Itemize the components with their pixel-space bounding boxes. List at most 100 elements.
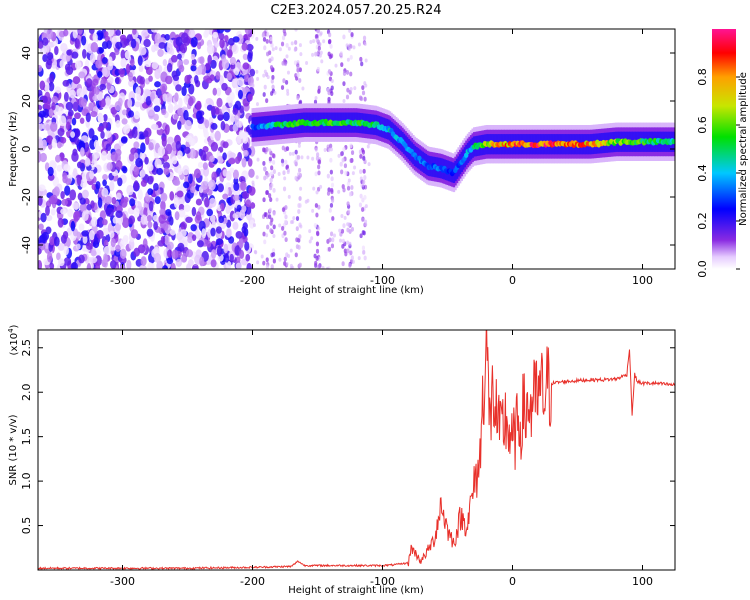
spectrogram-cell <box>671 138 675 145</box>
spectrogram-cell <box>210 227 216 237</box>
spectrogram-cell <box>126 259 132 269</box>
spectrogram-cell <box>291 151 295 156</box>
spectrogram-cell <box>158 42 166 49</box>
spectrogram-cell <box>218 32 225 41</box>
spectrogram-cell <box>56 141 62 149</box>
spectrogram-cell <box>93 86 100 96</box>
spectrogram-cell <box>137 215 142 222</box>
spectrogram-cell <box>233 194 240 201</box>
spectrogram-cell <box>265 147 269 152</box>
spectrogram-cell <box>363 255 367 261</box>
spectrogram-cell <box>164 33 171 41</box>
spectrogram-cell <box>144 156 149 165</box>
spectrogram-cell <box>72 29 78 39</box>
spectrogram-cell <box>216 245 223 257</box>
spectrogram-cell <box>281 162 285 167</box>
spectrogram-cell <box>56 252 61 261</box>
spectrogram-cell <box>295 216 300 221</box>
spectrogram-cell <box>207 54 212 65</box>
spectrogram-cell <box>89 256 98 264</box>
spectrogram-cell <box>327 90 331 96</box>
spectrogram-cell <box>188 173 193 184</box>
spectrogram-cell <box>100 130 105 140</box>
spectrogram-cell <box>236 135 242 145</box>
spectrogram-cell <box>294 252 298 258</box>
spectrogram-cell <box>316 152 320 158</box>
spectrogram-cell <box>161 136 167 147</box>
colorbar-tick-label: 0.4 <box>696 164 709 182</box>
spectrogram-cell <box>209 155 215 163</box>
spectrogram-cell <box>340 214 344 219</box>
snr-series-line <box>38 330 675 570</box>
spectrogram-cell <box>330 79 334 84</box>
spectrogram-cell <box>210 122 218 130</box>
spectrogram-cell <box>224 253 230 263</box>
spectrogram-cell <box>232 221 239 230</box>
spectrogram-cell <box>196 240 204 248</box>
spectrogram-cell <box>314 260 318 266</box>
spectrogram-cell <box>311 156 315 161</box>
spectrogram-cell <box>234 100 242 111</box>
spectrogram-cell <box>42 37 49 46</box>
spectrogram-cell <box>171 156 178 165</box>
spectrogram-cell <box>341 157 345 163</box>
spectrogram-cell <box>329 202 334 208</box>
spectrogram-cell <box>109 230 115 239</box>
spectrogram-cell <box>262 37 267 42</box>
spectrogram-cell <box>235 256 241 265</box>
spectrogram-cell <box>346 185 351 191</box>
snr-x-ticks: -300 -200 -100 0 100 <box>110 330 653 588</box>
spectrogram-cell <box>263 239 267 245</box>
spectrogram-cell <box>70 262 78 269</box>
spectrogram-cell <box>85 112 91 123</box>
spectrogram-cell <box>226 49 233 59</box>
spectrogram-cell <box>315 248 320 254</box>
spectrogram-cell <box>38 122 44 131</box>
spectrogram-cell <box>234 77 239 89</box>
spectrogram-cell <box>114 222 122 232</box>
spectrogram-cell <box>153 183 159 191</box>
spectrogram-cell <box>262 260 266 266</box>
spectrogram-cell <box>151 123 159 130</box>
spectrogram-cell <box>248 186 256 196</box>
spectrogram-cell <box>178 203 185 212</box>
spectrogram-cell <box>102 179 107 187</box>
spectrogram-cell <box>114 49 120 56</box>
spectrogram-cell <box>346 87 350 93</box>
spectrogram-cell <box>242 53 248 61</box>
spectrogram-cell <box>270 264 274 269</box>
spectrogram-cell <box>210 59 217 69</box>
spectrogram-cell <box>134 101 141 108</box>
spectrogram-cell <box>342 34 346 40</box>
spectrogram-cell <box>175 258 182 267</box>
spectrogram-cell <box>329 169 333 175</box>
spectrogram-cell <box>305 60 309 65</box>
spectrogram-cell <box>310 236 314 241</box>
spectrogram-cell <box>317 170 321 176</box>
spectrogram-cell <box>253 249 257 254</box>
spectrogram-cell <box>78 223 85 231</box>
spectrogram-cell <box>122 125 131 134</box>
spectrogram-cell <box>262 92 266 97</box>
spectrogram-cell <box>247 158 253 167</box>
spectrogram-cell <box>46 251 53 263</box>
spectrogram-cell <box>347 178 351 183</box>
spectrogram-cell <box>210 259 217 268</box>
spectrogram-cell <box>58 258 65 267</box>
spectrogram-cell <box>204 197 210 208</box>
spectrogram-cell <box>106 82 112 91</box>
spectrogram-cell <box>232 107 239 115</box>
spectrogram-cell <box>118 68 126 75</box>
spectrogram-cell <box>72 76 81 85</box>
spectrogram-cell <box>128 215 136 225</box>
spectrogram-cell <box>284 79 289 85</box>
spectrogram-cell <box>59 59 65 69</box>
spectrogram-cell <box>103 245 111 256</box>
spectrogram-cell <box>228 236 235 244</box>
spectrogram-cell <box>317 226 321 231</box>
spectrogram-cell <box>184 74 191 84</box>
spectrogram-cell <box>71 51 79 59</box>
spectrogram-cell <box>91 216 98 227</box>
spectrogram-cell <box>77 29 83 35</box>
spectrogram-cell <box>345 43 349 48</box>
